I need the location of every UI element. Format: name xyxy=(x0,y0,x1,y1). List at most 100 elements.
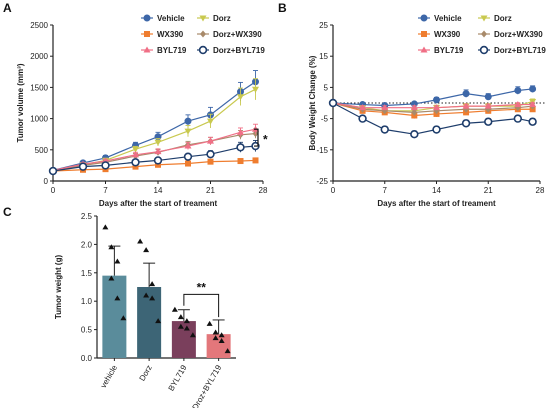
a-legend-marker xyxy=(198,45,208,55)
b-data-point xyxy=(528,117,537,126)
c-data-point xyxy=(143,292,150,298)
a-y-axis-label: Tumor volume (mm³) xyxy=(16,63,25,142)
a-legend-label: WX390 xyxy=(157,30,184,39)
a-legend-marker xyxy=(143,46,151,53)
b-legend-marker xyxy=(420,14,428,22)
a-legend-label: Vehicle xyxy=(157,14,185,23)
c-data-point xyxy=(155,318,162,324)
a-x-tick-label: 0 xyxy=(51,186,56,195)
a-data-point xyxy=(155,161,161,168)
c-data-point xyxy=(212,335,219,341)
a-series-line xyxy=(52,88,256,172)
c-y-axis-label: Tumor weight (g) xyxy=(54,255,63,320)
c-data-point xyxy=(149,295,156,301)
c-data-point xyxy=(143,247,150,253)
c-data-point xyxy=(108,275,115,281)
c-data-point xyxy=(218,332,225,338)
b-data-point xyxy=(462,102,470,109)
b-data-point xyxy=(381,104,389,111)
a-data-point xyxy=(207,158,214,165)
a-y-tick-label: 2500 xyxy=(30,21,48,30)
tumor-volume-chart: 0 500 1000 1500 2000 2500 0 7 14 21 28 Days after t… xyxy=(16,14,268,208)
b-data-point xyxy=(462,90,470,98)
c-bar-droz-byl719 xyxy=(206,334,231,358)
b-legend-label: Dorz+BYL719 xyxy=(494,46,546,55)
b-legend-label: Dorz+WX390 xyxy=(494,30,543,39)
b-data-point xyxy=(461,119,471,128)
b-legend-label: WX390 xyxy=(434,30,461,39)
a-data-point xyxy=(252,86,259,93)
a-data-point xyxy=(185,160,191,167)
a-data-point xyxy=(237,128,244,135)
b-data-point xyxy=(433,96,440,104)
a-data-point xyxy=(252,157,259,164)
b-y-axis-label: Body Weight Change (%) xyxy=(308,55,317,150)
b-data-point xyxy=(380,125,389,134)
b-legend-marker xyxy=(481,30,487,38)
c-data-point xyxy=(177,323,184,329)
a-legend-label: Dorz xyxy=(213,14,231,23)
b-legend-label: Vehicle xyxy=(434,14,462,23)
b-y-tick-label: 15 xyxy=(319,52,328,61)
a-y-tick-label: 500 xyxy=(35,146,49,155)
a-data-point xyxy=(207,137,214,144)
c-data-point xyxy=(108,244,115,250)
a-data-point xyxy=(183,152,193,161)
c-data-point xyxy=(102,224,109,230)
a-data-point xyxy=(184,117,192,125)
a-data-point xyxy=(78,162,88,171)
c-data-point xyxy=(224,348,231,354)
b-x-tick-label: 28 xyxy=(536,186,545,195)
a-data-point xyxy=(154,139,162,146)
c-data-point xyxy=(177,314,184,320)
c-x-tick-label-droz-byl719: Droz+BYL719 xyxy=(191,363,224,408)
c-data-point xyxy=(183,325,190,331)
a-significance-bracket xyxy=(254,128,259,147)
a-data-point xyxy=(207,118,214,125)
a-legend-marker xyxy=(200,30,206,38)
b-y-tick-label: 5 xyxy=(324,83,329,92)
c-data-point xyxy=(114,295,121,301)
a-data-point xyxy=(48,166,58,176)
a-y-tick-label: 1000 xyxy=(30,115,48,124)
c-data-point xyxy=(171,306,178,312)
b-data-point xyxy=(529,85,537,93)
b-legend-marker xyxy=(479,45,489,55)
c-data-point xyxy=(218,337,225,343)
b-legend: Vehicle Dorz WX390 Dorz+WX390 BYL719 Dorz+BYL… xyxy=(418,14,546,55)
panel-label-c: C xyxy=(3,205,12,219)
a-x-tick-label: 14 xyxy=(154,186,163,195)
b-data-point xyxy=(514,101,522,108)
b-y-tick-label: -25 xyxy=(316,177,328,186)
c-data-point xyxy=(120,315,127,321)
b-legend-label: BYL719 xyxy=(434,46,464,55)
body-weight-chart: 25 15 5 -5 -15 -250 7 14 21 28 Days after the star… xyxy=(308,14,546,208)
b-y-tick-label: 25 xyxy=(319,21,328,30)
a-legend-marker xyxy=(199,15,207,22)
b-legend-marker xyxy=(480,15,488,22)
b-series-dorz-byl719 xyxy=(328,98,537,139)
a-data-point xyxy=(236,143,245,152)
b-x-tick-label: 21 xyxy=(484,186,493,195)
c-data-point xyxy=(189,332,196,338)
a-data-point xyxy=(153,156,163,165)
c-data-point xyxy=(212,329,219,335)
b-data-point xyxy=(513,114,523,123)
b-data-point xyxy=(484,102,492,109)
a-series-vehicle xyxy=(49,70,259,174)
a-legend-label: Dorz+WX390 xyxy=(213,30,262,39)
c-y-tick-label: 2.0 xyxy=(81,240,93,249)
c-bar-byl719 xyxy=(171,321,196,358)
c-significance-bracket xyxy=(183,293,220,318)
b-data-point xyxy=(433,104,440,111)
a-y-tick-label: 1500 xyxy=(30,83,48,92)
a-data-point xyxy=(237,94,244,101)
a-legend-marker xyxy=(143,14,151,22)
a-data-point xyxy=(132,151,139,158)
c-y-tick-label: 0.5 xyxy=(81,326,93,335)
a-data-point xyxy=(237,158,244,165)
a-series-dorz-byl719 xyxy=(48,139,260,176)
b-data-point xyxy=(484,117,493,126)
a-data-point xyxy=(184,128,192,135)
